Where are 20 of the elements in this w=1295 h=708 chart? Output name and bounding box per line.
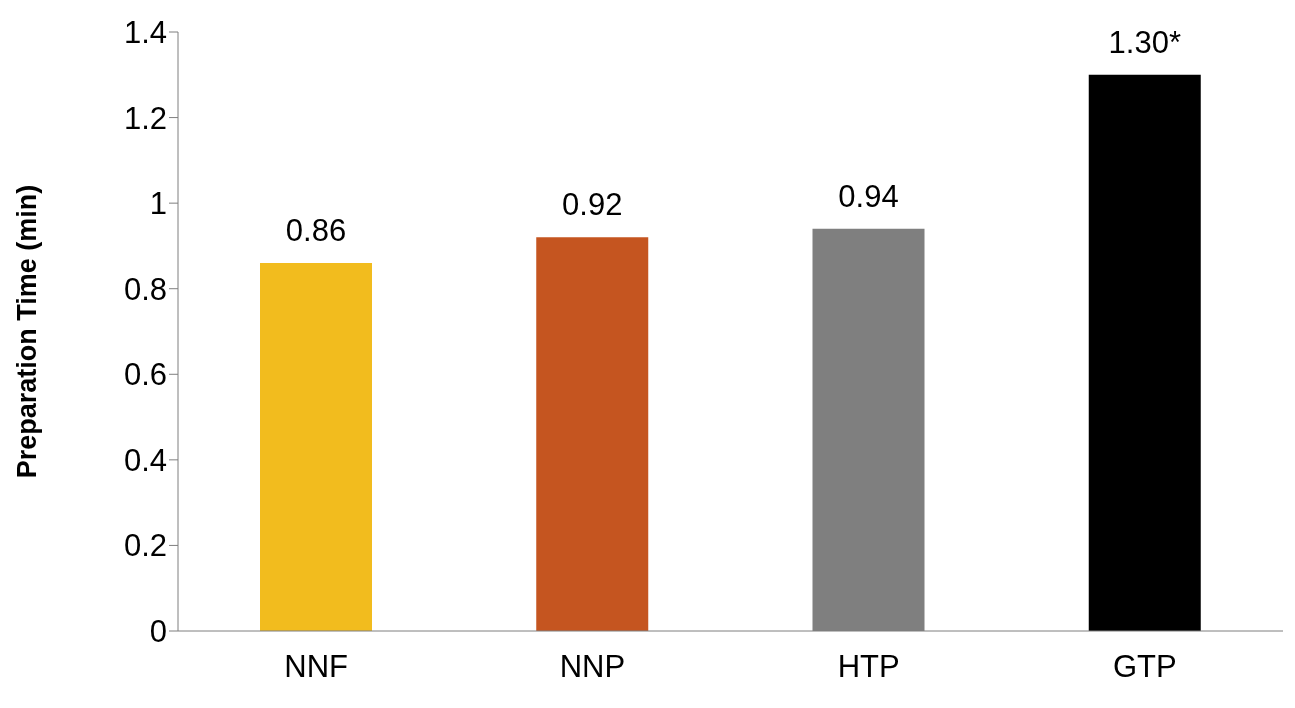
y-tick-label: 1.4 bbox=[123, 15, 167, 51]
x-tick-label: NNP bbox=[559, 649, 626, 685]
y-axis-title: Preparation Time (min) bbox=[11, 184, 42, 479]
y-tick-label: 0.6 bbox=[123, 357, 167, 393]
x-tick-label: NNF bbox=[284, 649, 348, 685]
y-tick-label: 0.4 bbox=[123, 442, 167, 478]
bar bbox=[260, 263, 372, 631]
y-tick-label: 0 bbox=[149, 614, 167, 650]
x-tick-label: HTP bbox=[837, 649, 900, 685]
bar bbox=[1088, 74, 1201, 631]
x-tick-label: GTP bbox=[1113, 649, 1177, 685]
y-tick-label: 1 bbox=[149, 186, 167, 222]
data-label: 0.94 bbox=[838, 178, 899, 214]
y-tick-label: 1.2 bbox=[123, 100, 167, 136]
bar bbox=[536, 237, 649, 631]
data-label: 0.86 bbox=[285, 213, 347, 249]
y-tick-label: 0.2 bbox=[123, 528, 167, 564]
data-label: 0.92 bbox=[562, 187, 623, 223]
y-tick-label: 0.8 bbox=[123, 271, 167, 307]
data-label: 1.30* bbox=[1108, 24, 1181, 60]
